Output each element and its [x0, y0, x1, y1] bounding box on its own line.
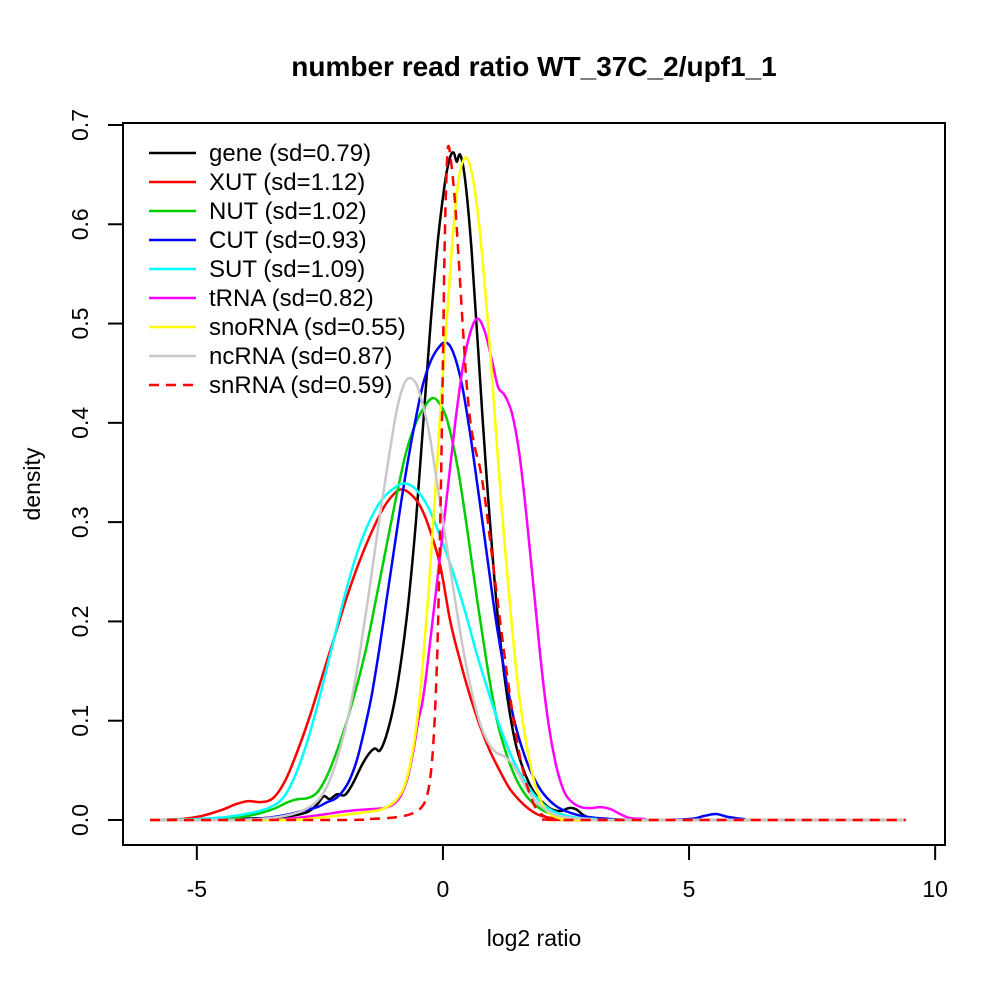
y-tick-label: 0.2	[67, 605, 93, 637]
x-tick-label: 10	[922, 876, 948, 902]
legend-label-gene: gene (sd=0.79)	[209, 140, 371, 167]
curve-snoRNA	[150, 156, 906, 822]
legend-item-snRNA: snRNA (sd=0.59)	[149, 372, 392, 399]
y-tick-label: 0.4	[67, 407, 93, 439]
plot-box	[122, 122, 946, 846]
curve-SUT	[150, 482, 906, 822]
legend-label-XUT: XUT (sd=1.12)	[209, 169, 365, 196]
y-tick-label: 0.6	[67, 208, 93, 240]
legend-item-NUT: NUT (sd=1.02)	[149, 198, 367, 225]
density-curves	[150, 144, 906, 822]
legend-label-tRNA: tRNA (sd=0.82)	[209, 285, 374, 312]
y-tick-label: 0.1	[67, 705, 93, 737]
x-tick-label: 0	[437, 876, 450, 902]
legend-label-CUT: CUT (sd=0.93)	[209, 227, 367, 254]
curve-snRNA	[150, 144, 906, 822]
legend-label-NUT: NUT (sd=1.02)	[209, 198, 367, 225]
legend-item-CUT: CUT (sd=0.93)	[149, 227, 367, 254]
legend-item-ncRNA: ncRNA (sd=0.87)	[149, 343, 392, 370]
curve-ncRNA	[150, 376, 906, 822]
curve-gene	[150, 151, 906, 822]
legend-label-snoRNA: snoRNA (sd=0.55)	[209, 314, 406, 341]
legend-item-XUT: XUT (sd=1.12)	[149, 169, 365, 196]
legend: gene (sd=0.79)XUT (sd=1.12)NUT (sd=1.02)…	[149, 140, 406, 399]
legend-item-snoRNA: snoRNA (sd=0.55)	[149, 314, 406, 341]
curve-NUT	[150, 396, 906, 822]
y-tick-label: 0.0	[67, 804, 93, 836]
legend-item-tRNA: tRNA (sd=0.82)	[149, 285, 374, 312]
x-axis-label: log2 ratio	[487, 925, 582, 951]
legend-label-snRNA: snRNA (sd=0.59)	[209, 372, 392, 399]
x-tick-label: -5	[187, 876, 207, 902]
legend-label-ncRNA: ncRNA (sd=0.87)	[209, 343, 392, 370]
x-axis-ticks: -5 0 5 10	[187, 845, 948, 902]
y-tick-label: 0.3	[67, 506, 93, 538]
y-axis-ticks: 0.0 0.1 0.2 0.3 0.4 0.5 0.6 0.7	[67, 109, 123, 836]
y-tick-label: 0.7	[67, 109, 93, 141]
legend-label-SUT: SUT (sd=1.09)	[209, 256, 365, 283]
chart-title: number read ratio WT_37C_2/upf1_1	[291, 51, 776, 82]
x-tick-label: 5	[683, 876, 696, 902]
y-tick-label: 0.5	[67, 308, 93, 340]
legend-item-gene: gene (sd=0.79)	[149, 140, 371, 167]
curve-XUT	[150, 488, 906, 822]
y-axis-label: density	[19, 447, 45, 520]
legend-item-SUT: SUT (sd=1.09)	[149, 256, 365, 283]
